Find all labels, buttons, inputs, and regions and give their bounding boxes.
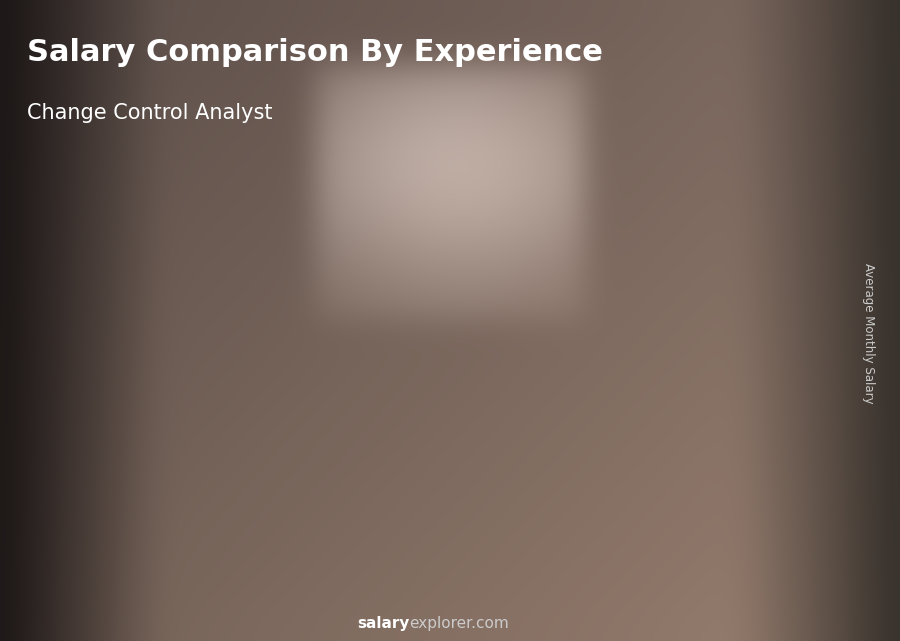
Polygon shape	[315, 286, 392, 301]
Text: 25,800 SAR: 25,800 SAR	[544, 195, 634, 210]
Text: +9%: +9%	[505, 169, 554, 188]
Bar	[441, 249, 506, 558]
Text: Salary Comparison By Experience: Salary Comparison By Experience	[27, 38, 603, 67]
Text: ﷲ لا إله إلا: ﷲ لا إله إلا	[747, 48, 788, 57]
Text: 23,700 SAR: 23,700 SAR	[418, 222, 508, 237]
Polygon shape	[566, 206, 644, 222]
Text: salary: salary	[357, 617, 410, 631]
Text: محمد رسول: محمد رسول	[746, 63, 788, 72]
Bar	[189, 374, 255, 558]
Text: 19,700 SAR: 19,700 SAR	[293, 274, 382, 289]
Text: +31%: +31%	[122, 329, 184, 349]
Polygon shape	[129, 401, 141, 558]
Polygon shape	[64, 401, 141, 417]
Text: 27,800 SAR: 27,800 SAR	[670, 169, 759, 184]
Polygon shape	[381, 286, 392, 558]
Bar	[566, 222, 632, 558]
Polygon shape	[506, 233, 518, 558]
Text: +40%: +40%	[247, 248, 310, 267]
Polygon shape	[255, 358, 267, 558]
Bar	[64, 417, 129, 558]
Polygon shape	[189, 358, 267, 374]
Bar	[315, 301, 381, 558]
Bar	[692, 196, 758, 558]
Text: 14,100 SAR: 14,100 SAR	[167, 347, 256, 362]
Text: +20%: +20%	[373, 187, 436, 206]
Text: Average Monthly Salary: Average Monthly Salary	[862, 263, 875, 404]
Polygon shape	[758, 180, 770, 558]
Text: +8%: +8%	[631, 151, 680, 170]
Text: explorer.com: explorer.com	[410, 617, 509, 631]
Polygon shape	[441, 233, 518, 249]
Text: Change Control Analyst: Change Control Analyst	[27, 103, 273, 122]
Polygon shape	[692, 180, 770, 196]
Text: 10,800 SAR: 10,800 SAR	[41, 390, 130, 405]
Polygon shape	[632, 206, 644, 558]
